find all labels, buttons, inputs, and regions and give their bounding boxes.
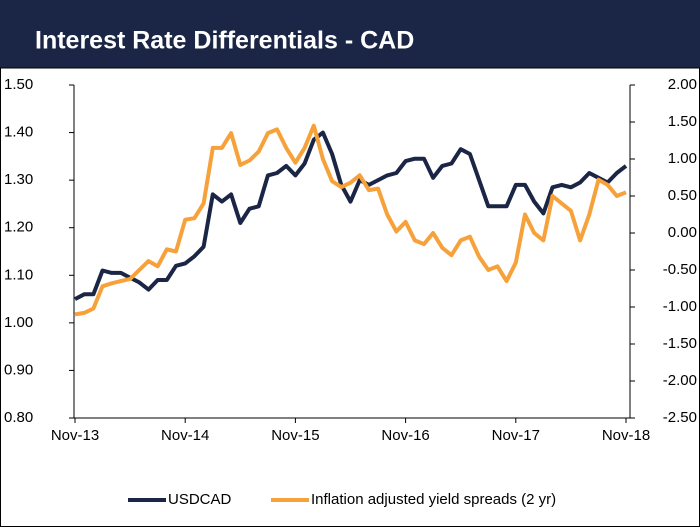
x-tick-label: Nov-16	[381, 427, 429, 444]
y-tick-label: 1.30	[4, 171, 33, 188]
y2-tick-label: 0.00	[668, 224, 697, 241]
y2-tick-label: -1.00	[663, 298, 697, 315]
x-tick-label: Nov-15	[271, 427, 319, 444]
legend-label: USDCAD	[168, 491, 232, 508]
header-bar	[0, 0, 700, 68]
legend-label: Inflation adjusted yield spreads (2 yr)	[311, 491, 556, 508]
frame	[0, 67, 700, 527]
y-tick-label: 1.50	[4, 76, 33, 93]
y2-tick-label: -1.50	[663, 335, 697, 352]
series-line	[74, 123, 627, 317]
y2-tick-label: 1.50	[668, 113, 697, 130]
y2-tick-label: -2.50	[663, 409, 697, 426]
series-line	[74, 130, 628, 301]
y2-tick-label: 2.00	[668, 76, 697, 93]
x-tick-label: Nov-17	[492, 427, 540, 444]
y-tick-label: 1.10	[4, 266, 33, 283]
x-tick-label: Nov-18	[602, 427, 650, 444]
y-tick-label: 1.00	[4, 314, 33, 331]
y2-tick-label: -2.00	[663, 372, 697, 389]
x-tick-label: Nov-13	[51, 427, 99, 444]
y-tick-label: 0.80	[4, 409, 33, 426]
y2-tick-label: 0.50	[668, 187, 697, 204]
x-tick-label: Nov-14	[161, 427, 209, 444]
chart-title: Interest Rate Differentials - CAD	[35, 27, 414, 55]
y2-tick-label: 1.00	[668, 150, 697, 167]
y-tick-label: 0.90	[4, 361, 33, 378]
y-tick-label: 1.40	[4, 124, 33, 141]
y-tick-label: 1.20	[4, 219, 33, 236]
y2-tick-label: -0.50	[663, 261, 697, 278]
